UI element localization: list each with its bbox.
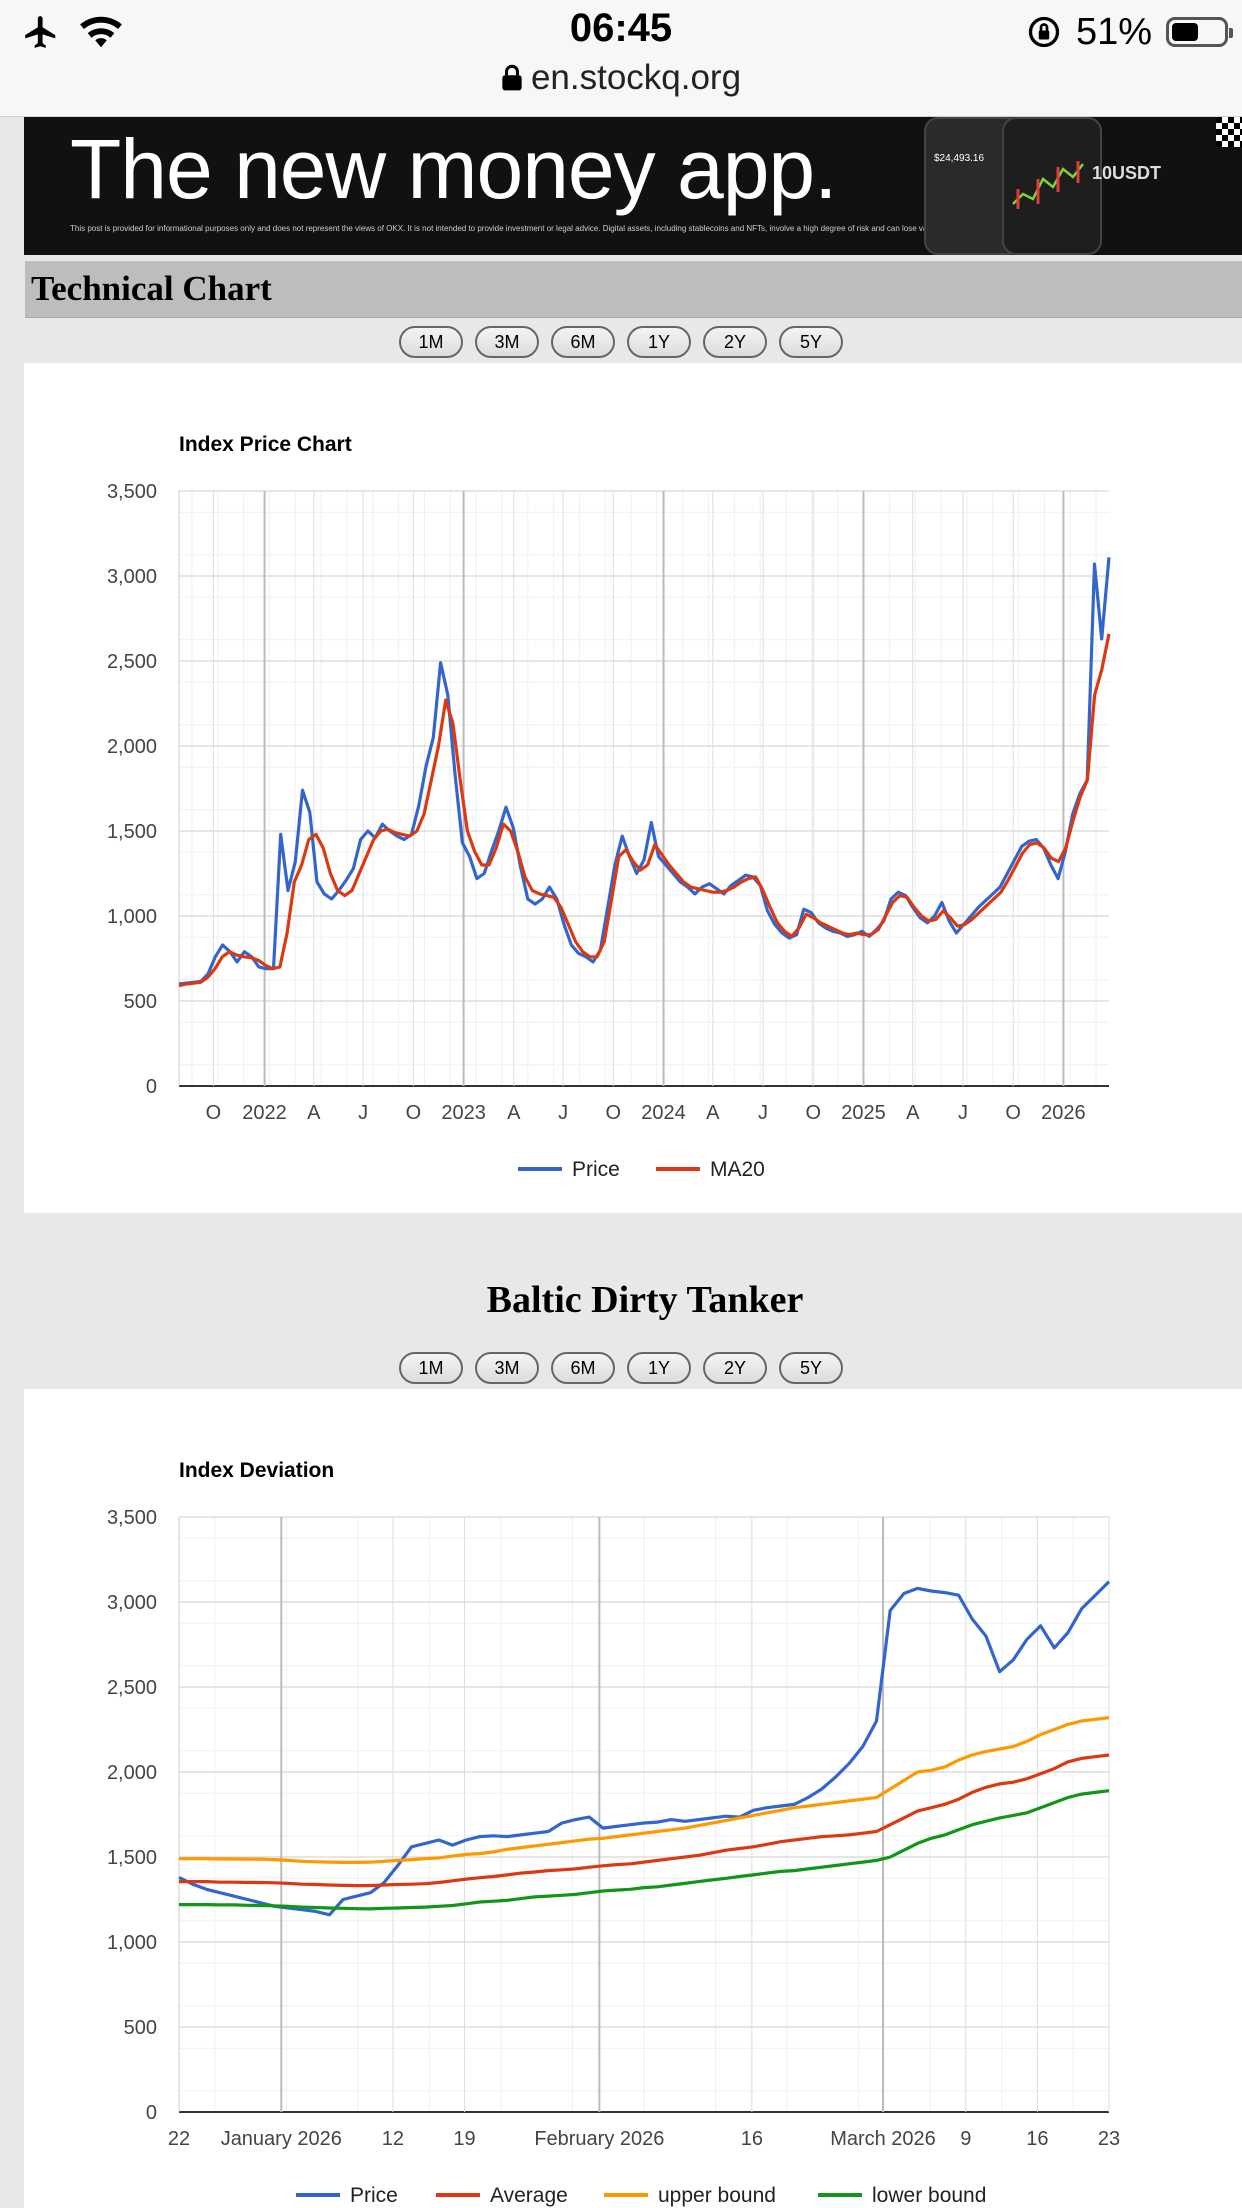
section-title: Technical Chart (31, 269, 272, 308)
y-tick-label: 2,500 (107, 651, 157, 673)
y-tick-label: 3,500 (107, 481, 157, 503)
legend-label: MA20 (710, 1158, 765, 1181)
y-tick-label: 1,000 (107, 906, 157, 928)
section-header: Technical Chart (25, 261, 1242, 318)
x-tick-label: J (758, 1102, 768, 1124)
price-chart-panel: Index Price Chart 0 500 1,000 1,500 2,000 2,50… (24, 363, 1242, 1213)
y-tick-label: 3,500 (107, 1507, 157, 1529)
y-tick-label: 1,500 (107, 821, 157, 843)
range-button-1y[interactable]: 1Y (627, 1352, 691, 1384)
x-tick-label: 2024 (641, 1102, 686, 1124)
y-tick-label: 500 (124, 2017, 157, 2039)
range-button-3m[interactable]: 3M (475, 326, 539, 358)
status-right: 51% (1026, 10, 1233, 54)
ad-fine-print: This post is provided for informational … (70, 224, 950, 233)
ad-phone-value: $24,493.16 (934, 153, 985, 164)
x-tick-label: J (358, 1102, 368, 1124)
series-line-upper-bound (179, 1716, 1110, 1864)
series-line-ma20 (178, 633, 1111, 988)
range-button-6m[interactable]: 6M (551, 326, 615, 358)
x-tick-label: O (406, 1102, 422, 1124)
advertisement-banner[interactable]: The new money app. This post is provided… (24, 117, 1242, 255)
x-tick-label: 2025 (841, 1102, 886, 1124)
y-tick-label: 0 (146, 1076, 157, 1098)
x-tick-label: 2022 (242, 1102, 287, 1124)
x-tick-label: 16 (1026, 2128, 1048, 2150)
series-line-price (178, 557, 1111, 986)
x-tick-label: A (706, 1102, 720, 1124)
orientation-lock-icon (1028, 16, 1060, 48)
battery-fill (1172, 23, 1198, 41)
deviation-chart: Index Deviation 0 500 1,000 1,500 2,000 2,500 3… (107, 1459, 1120, 2207)
x-tick-label: 12 (382, 2128, 404, 2150)
y-tick-label: 2,500 (107, 1677, 157, 1699)
range-button-2y[interactable]: 2Y (703, 1352, 767, 1384)
battery-percent: 51% (1075, 10, 1152, 53)
x-tick-label: O (805, 1102, 821, 1124)
range-button-1y[interactable]: 1Y (627, 326, 691, 358)
price-chart: Index Price Chart 0 500 1,000 1,500 2,000 2,50… (107, 433, 1111, 1181)
legend-label: Price (350, 2184, 398, 2207)
index-title: Baltic Dirty Tanker (486, 1279, 804, 1321)
ad-candles-image (1012, 161, 1084, 209)
ad-badge: 10USDT (1092, 163, 1162, 183)
x-tick-label: O (606, 1102, 622, 1124)
y-tick-label: 0 (146, 2102, 157, 2124)
x-tick-label: A (906, 1102, 920, 1124)
legend-label: lower bound (872, 2184, 986, 2207)
status-bar: 06:45 51% en.stockq.org (0, 0, 1242, 117)
x-tick-label: January 2026 (221, 2128, 342, 2150)
range-button-5y[interactable]: 5Y (779, 1352, 843, 1384)
y-tick-label: 500 (124, 991, 157, 1013)
series-line-average (179, 1753, 1110, 1888)
lock-icon (502, 64, 522, 91)
legend-label: Price (572, 1158, 620, 1181)
range-button-5y[interactable]: 5Y (779, 326, 843, 358)
clock: 06:45 (569, 6, 673, 50)
battery-icon (1166, 17, 1233, 47)
deviation-chart-panel: Index Deviation 0 500 1,000 1,500 2,000 2,500 3… (24, 1389, 1242, 2208)
ad-headline: The new money app. (70, 122, 837, 216)
x-tick-label: 9 (960, 2128, 971, 2150)
airplane-icon (25, 16, 56, 48)
y-tick-label: 1,000 (107, 1932, 157, 1954)
chart-title: Index Price Chart (179, 433, 352, 456)
x-tick-label: O (206, 1102, 222, 1124)
wifi-icon (80, 16, 122, 48)
range-selector-2: 1M 3M 6M 1Y 2Y 5Y (0, 1352, 1242, 1384)
chart-title: Index Deviation (179, 1459, 334, 1482)
range-button-2y[interactable]: 2Y (703, 326, 767, 358)
x-tick-label: J (558, 1102, 568, 1124)
range-button-6m[interactable]: 6M (551, 1352, 615, 1384)
x-tick-label: 23 (1098, 2128, 1120, 2150)
range-button-1m[interactable]: 1M (399, 326, 463, 358)
x-tick-label: 2026 (1041, 1102, 1086, 1124)
ad-close-icon[interactable] (1216, 117, 1242, 147)
status-left (22, 10, 124, 54)
x-tick-label: March 2026 (830, 2128, 936, 2150)
range-selector-1: 1M 3M 6M 1Y 2Y 5Y (0, 326, 1242, 358)
x-tick-label: February 2026 (534, 2128, 664, 2150)
address-bar[interactable]: en.stockq.org (0, 58, 1242, 98)
y-tick-label: 3,000 (107, 566, 157, 588)
range-button-1m[interactable]: 1M (399, 1352, 463, 1384)
url-text: en.stockq.org (530, 58, 742, 97)
x-tick-label: A (307, 1102, 321, 1124)
x-tick-label: A (507, 1102, 521, 1124)
ad-phone-image-2 (1002, 117, 1102, 255)
y-tick-label: 1,500 (107, 1847, 157, 1869)
series-line-lower-bound (179, 1789, 1110, 1911)
y-tick-label: 2,000 (107, 1762, 157, 1784)
x-tick-label: O (1005, 1102, 1021, 1124)
legend-label: Average (490, 2184, 568, 2207)
x-tick-label: 16 (741, 2128, 763, 2150)
y-tick-label: 3,000 (107, 1592, 157, 1614)
y-tick-label: 2,000 (107, 736, 157, 758)
range-button-3m[interactable]: 3M (475, 1352, 539, 1384)
x-tick-label: 22 (168, 2128, 190, 2150)
legend-label: upper bound (658, 2184, 776, 2207)
x-tick-label: 2023 (441, 1102, 486, 1124)
x-tick-label: J (958, 1102, 968, 1124)
x-tick-label: 19 (453, 2128, 475, 2150)
